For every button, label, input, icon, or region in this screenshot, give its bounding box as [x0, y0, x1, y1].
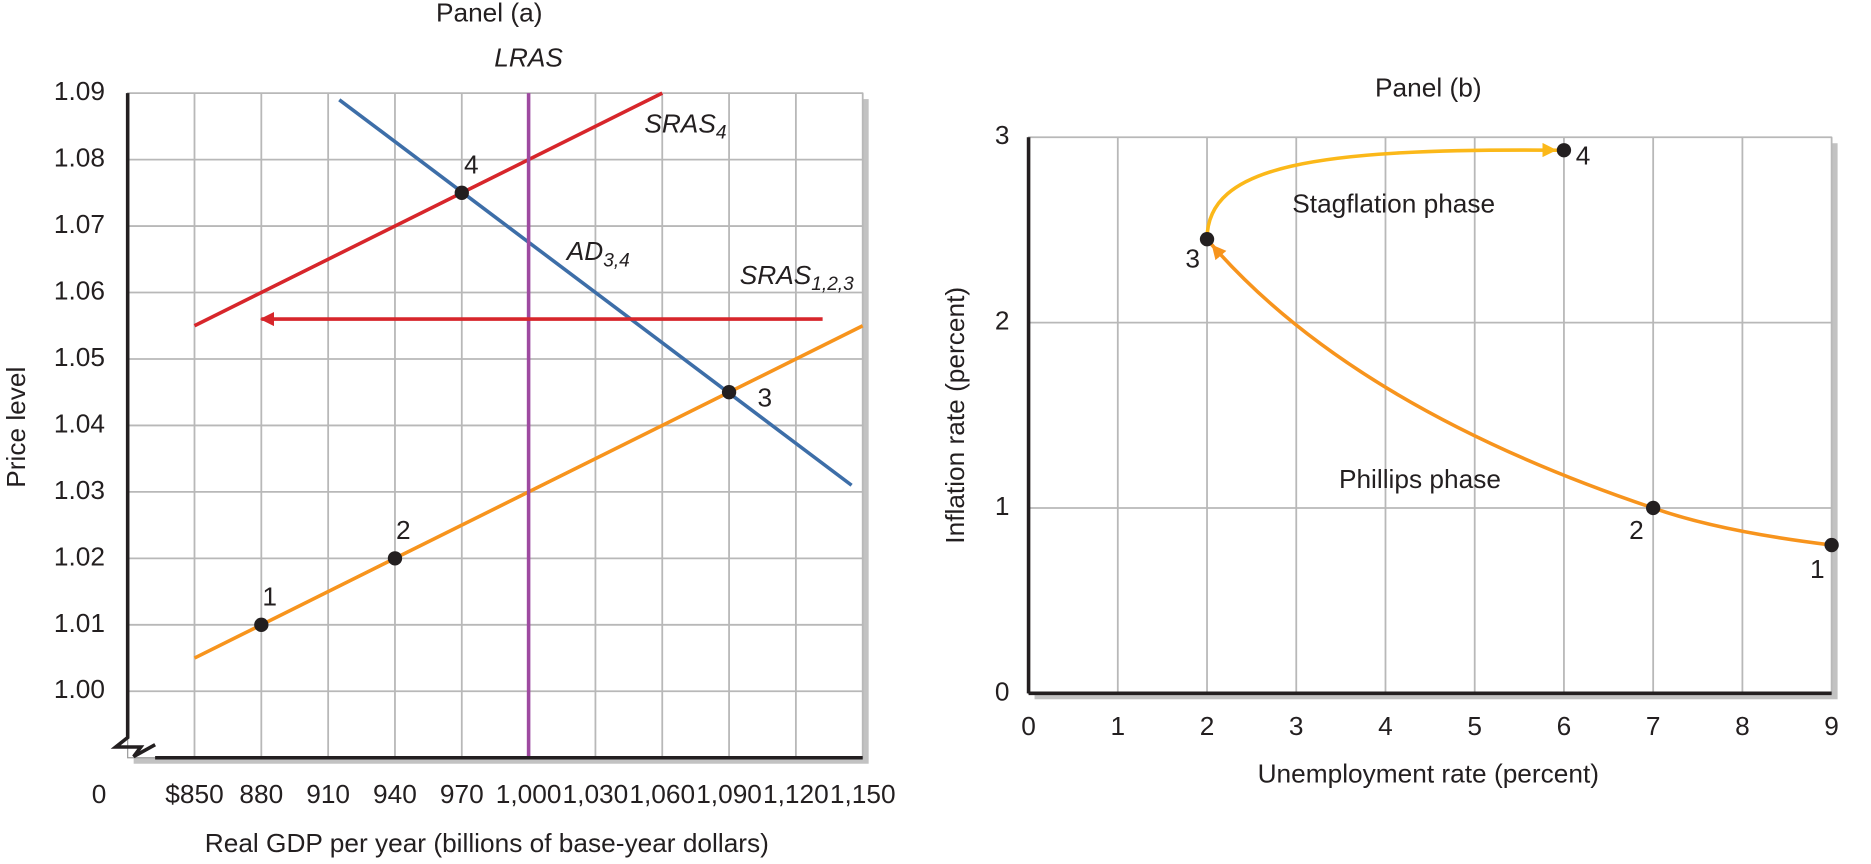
- series-label: Stagflation phase: [1292, 188, 1495, 218]
- x-tick-label: 910: [306, 779, 350, 809]
- y-tick-label: 1.01: [54, 608, 105, 638]
- point: [454, 185, 469, 200]
- x-tick-label: $850: [165, 779, 223, 809]
- x-tick-label: 5: [1467, 711, 1482, 741]
- panel-b: 0 1 2 3 4 5 6 7 8 9 0 1 2 3 Phillips phase Stagflation …: [995, 120, 1839, 741]
- series-line: [193, 91, 664, 328]
- series-name: Phillips phase: [1339, 464, 1501, 494]
- series-line: [338, 98, 853, 487]
- y-tick-label: 2: [995, 306, 1010, 336]
- point-label: 4: [464, 150, 479, 180]
- x-tick-label: 880: [239, 779, 283, 809]
- y-tick-label: 1.03: [54, 475, 105, 505]
- x-tick-label: 1,150: [830, 779, 896, 809]
- series-label: SRAS4: [644, 108, 726, 143]
- point: [254, 617, 269, 632]
- series-label: SRAS1,2,3: [740, 260, 854, 295]
- panel-title: Panel (b): [1375, 72, 1482, 102]
- series-curve: [1205, 238, 1832, 547]
- point-label: 1: [262, 582, 277, 612]
- point-label: 4: [1576, 140, 1591, 170]
- origin-label: 0: [92, 779, 107, 809]
- x-tick-label: 2: [1200, 711, 1215, 741]
- y-tick-label: 1.09: [54, 76, 105, 106]
- x-tick-label: 3: [1289, 711, 1304, 741]
- point: [721, 385, 737, 400]
- x-tick-label: 1,090: [696, 779, 762, 809]
- y-tick-label: 1.04: [54, 408, 105, 438]
- x-tick-label: 8: [1735, 711, 1750, 741]
- series-name: AD: [565, 236, 604, 266]
- y-tick-label: 1.02: [54, 541, 105, 571]
- plot-area: [1027, 136, 1833, 694]
- y-axis-break: [110, 93, 156, 759]
- x-tick-label: 1,060: [629, 779, 695, 809]
- y-tick-label: 0: [995, 676, 1010, 706]
- x-tick-label: 970: [440, 779, 484, 809]
- point-label: 3: [1185, 244, 1200, 274]
- y-tick-label: 1.07: [54, 209, 105, 239]
- x-tick-label: 9: [1824, 711, 1839, 741]
- series-subscript: 1,2,3: [811, 274, 854, 295]
- y-tick-label: 1: [995, 491, 1010, 521]
- point-label: 1: [1810, 554, 1825, 584]
- y-axis-label: Inflation rate (percent): [940, 287, 970, 544]
- series-curve: [1205, 142, 1564, 240]
- series-subscript: 4: [716, 123, 727, 144]
- point: [1199, 232, 1215, 247]
- x-tick-label: 1: [1110, 711, 1125, 741]
- x-tick-label: 4: [1378, 711, 1393, 741]
- point-label: 3: [758, 382, 773, 412]
- series-label: AD3,4: [565, 236, 630, 271]
- series-name: SRAS: [740, 260, 812, 290]
- x-axis-label: Unemployment rate (percent): [1258, 759, 1599, 789]
- point: [387, 551, 403, 566]
- x-axis-label: Real GDP per year (billions of base-year…: [205, 828, 769, 858]
- x-tick-label: 940: [373, 779, 417, 809]
- series-name: Stagflation phase: [1292, 188, 1495, 218]
- x-tick-label: 7: [1646, 711, 1661, 741]
- y-axis-label: Price level: [1, 367, 31, 488]
- series-label: Phillips phase: [1339, 464, 1501, 494]
- y-tick-label: 1.06: [54, 275, 105, 305]
- panel-a: $850 880 910 940 970 1,000 1,030 1,060 1,090 1,12…: [54, 43, 896, 809]
- y-tick-label: 1.08: [54, 143, 105, 173]
- point-label: 2: [1629, 515, 1644, 545]
- series-name: SRAS: [644, 108, 716, 138]
- x-tick-label: 1,000: [496, 779, 562, 809]
- point: [1556, 143, 1572, 158]
- series-label: LRAS: [494, 43, 563, 73]
- panel-title: Panel (a): [436, 0, 543, 27]
- y-tick-label: 3: [995, 120, 1010, 150]
- series-name: LRAS: [494, 43, 563, 73]
- x-tick-label: 1,030: [563, 779, 629, 809]
- y-tick-label: 1.05: [54, 342, 105, 372]
- x-tick-label: 0: [1021, 711, 1036, 741]
- point: [1824, 537, 1839, 553]
- x-tick-label: 1,120: [763, 779, 829, 809]
- point-label: 2: [396, 515, 411, 545]
- series-subscript: 3,4: [603, 250, 630, 271]
- x-tick-label: 6: [1557, 711, 1572, 741]
- y-tick-label: 1.00: [54, 674, 105, 704]
- point: [1646, 500, 1661, 516]
